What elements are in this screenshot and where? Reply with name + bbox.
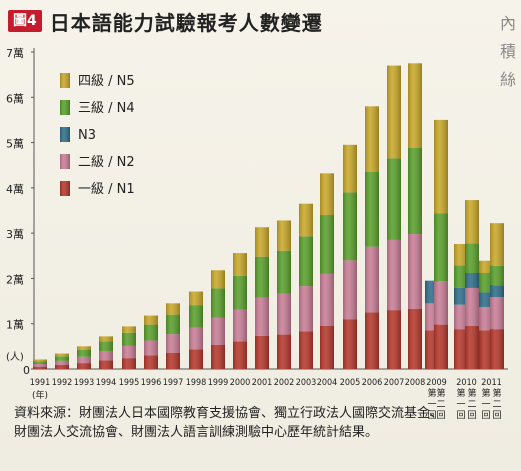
x-tick-round-label: 第 [436, 387, 445, 399]
x-tick-label: 2006 [362, 378, 383, 388]
bar-shading [408, 63, 422, 369]
legend-swatch-shading [60, 127, 70, 142]
side-char: 積 [500, 42, 517, 61]
bar-shading [299, 203, 313, 369]
x-tick-label: 2007 [384, 378, 405, 388]
x-tick-round-label: 二 [492, 400, 501, 410]
source-note: 資料來源：財團法人日本國際教育支援協會、獨立行政法人國際交流基金、 財團法人交流… [14, 404, 443, 442]
x-tick-label: 1994 [96, 378, 117, 388]
side-char: 內 [500, 14, 517, 33]
x-tick-round-label: 一 [456, 400, 465, 410]
bar-shading [33, 359, 47, 369]
x-tick-label: 2011 [481, 378, 502, 388]
figure-badge: 圖4 [8, 10, 42, 32]
legend-swatch-shading [60, 181, 70, 196]
x-tick-round-label: 回 [492, 410, 501, 421]
side-char: 絲 [500, 70, 517, 89]
x-tick-label: 2002 [274, 378, 295, 388]
x-tick-round-label: 回 [436, 410, 445, 421]
x-tick-label: 1998 [186, 378, 207, 388]
bar-shading [99, 336, 113, 369]
side-text-fragment: 內 積 絲 [500, 10, 521, 94]
bar-shading [77, 346, 91, 369]
bar-shading [55, 353, 69, 369]
y-axis-unit-label: (人) [6, 351, 24, 363]
x-tick-label: 1997 [163, 378, 184, 388]
x-tick-round-label: 二 [467, 400, 476, 410]
bar-shading [454, 244, 468, 369]
x-tick-round-label: 回 [481, 410, 490, 421]
x-tick-label: 2000 [230, 378, 251, 388]
x-tick-round-label: 二 [436, 400, 445, 410]
bar-shading [343, 144, 357, 369]
x-tick-sublabel: (年) [32, 389, 48, 401]
bar-shading [387, 65, 401, 369]
x-tick-round-label: 第 [492, 387, 501, 399]
bar-shading [434, 119, 448, 369]
legend-swatch-shading [60, 73, 70, 88]
y-tick-label: 0 [23, 364, 30, 377]
x-tick-round-label: 第 [456, 387, 465, 399]
bar-shading [479, 260, 493, 369]
source-line-2: 財團法人交流協會、財團法人語言訓練測驗中心歷年統計結果。 [14, 425, 379, 440]
x-tick-label: 2005 [340, 378, 361, 388]
y-tick-label: 3萬 [6, 228, 24, 241]
x-tick-label: 2003 [296, 378, 317, 388]
legend-label-n1: 一級 / N1 [78, 182, 135, 197]
x-tick-label: 2009 [426, 378, 447, 388]
bar-shading [365, 106, 379, 369]
x-tick-label: 1995 [119, 378, 140, 388]
legend-label-n5: 四級 / N5 [78, 74, 135, 89]
chart-header: 圖4 日本語能力試驗報考人數變遷 [8, 8, 323, 35]
x-tick-round-label: 回 [456, 410, 465, 421]
y-tick-label: 6萬 [6, 92, 24, 105]
legend-label-n4: 三級 / N4 [78, 101, 135, 116]
legend-label-n2: 二級 / N2 [78, 155, 135, 170]
bar-shading [211, 270, 225, 369]
bar-shading [465, 200, 479, 369]
x-tick-label: 1992 [52, 378, 73, 388]
x-tick-label: 1993 [74, 378, 95, 388]
x-tick-label: 1996 [141, 378, 162, 388]
x-tick-label: 2008 [405, 378, 426, 388]
x-tick-round-label: 第 [427, 387, 436, 399]
y-tick-label: 1萬 [6, 319, 24, 332]
legend-swatch-shading [60, 100, 70, 115]
x-tick-label: 2004 [317, 378, 338, 388]
x-tick-round-label: 一 [427, 400, 436, 410]
bar-shading [122, 326, 136, 369]
bar-shading [320, 173, 334, 369]
y-tick-label: 5萬 [6, 138, 24, 151]
x-tick-label: 1999 [208, 378, 229, 388]
source-line-1: 資料來源：財團法人日本國際教育支援協會、獨立行政法人國際交流基金、 [14, 406, 444, 421]
bar-shading [277, 220, 291, 369]
y-tick-label: 2萬 [6, 273, 24, 286]
x-tick-label: 2001 [252, 378, 273, 388]
bar-shading [255, 227, 269, 369]
bar-shading [166, 303, 180, 369]
bar-shading [189, 291, 203, 369]
x-tick-round-label: 回 [427, 410, 436, 421]
x-tick-label: 2010 [456, 378, 477, 388]
legend-swatch-shading [60, 154, 70, 169]
bar-shading [144, 315, 158, 369]
legend-label-n3: N3 [78, 128, 96, 143]
bar-shading [490, 223, 504, 369]
chart-title: 日本語能力試驗報考人數變遷 [49, 10, 323, 35]
y-tick-label: 4萬 [6, 183, 24, 196]
x-tick-round-label: 回 [467, 410, 476, 421]
x-tick-round-label: 第 [481, 387, 490, 399]
y-tick-label: 7萬 [6, 47, 24, 60]
x-tick-label: 1991 [30, 378, 51, 388]
bar-shading [233, 253, 247, 369]
x-tick-round-label: 一 [481, 400, 490, 410]
x-tick-round-label: 第 [467, 387, 476, 399]
